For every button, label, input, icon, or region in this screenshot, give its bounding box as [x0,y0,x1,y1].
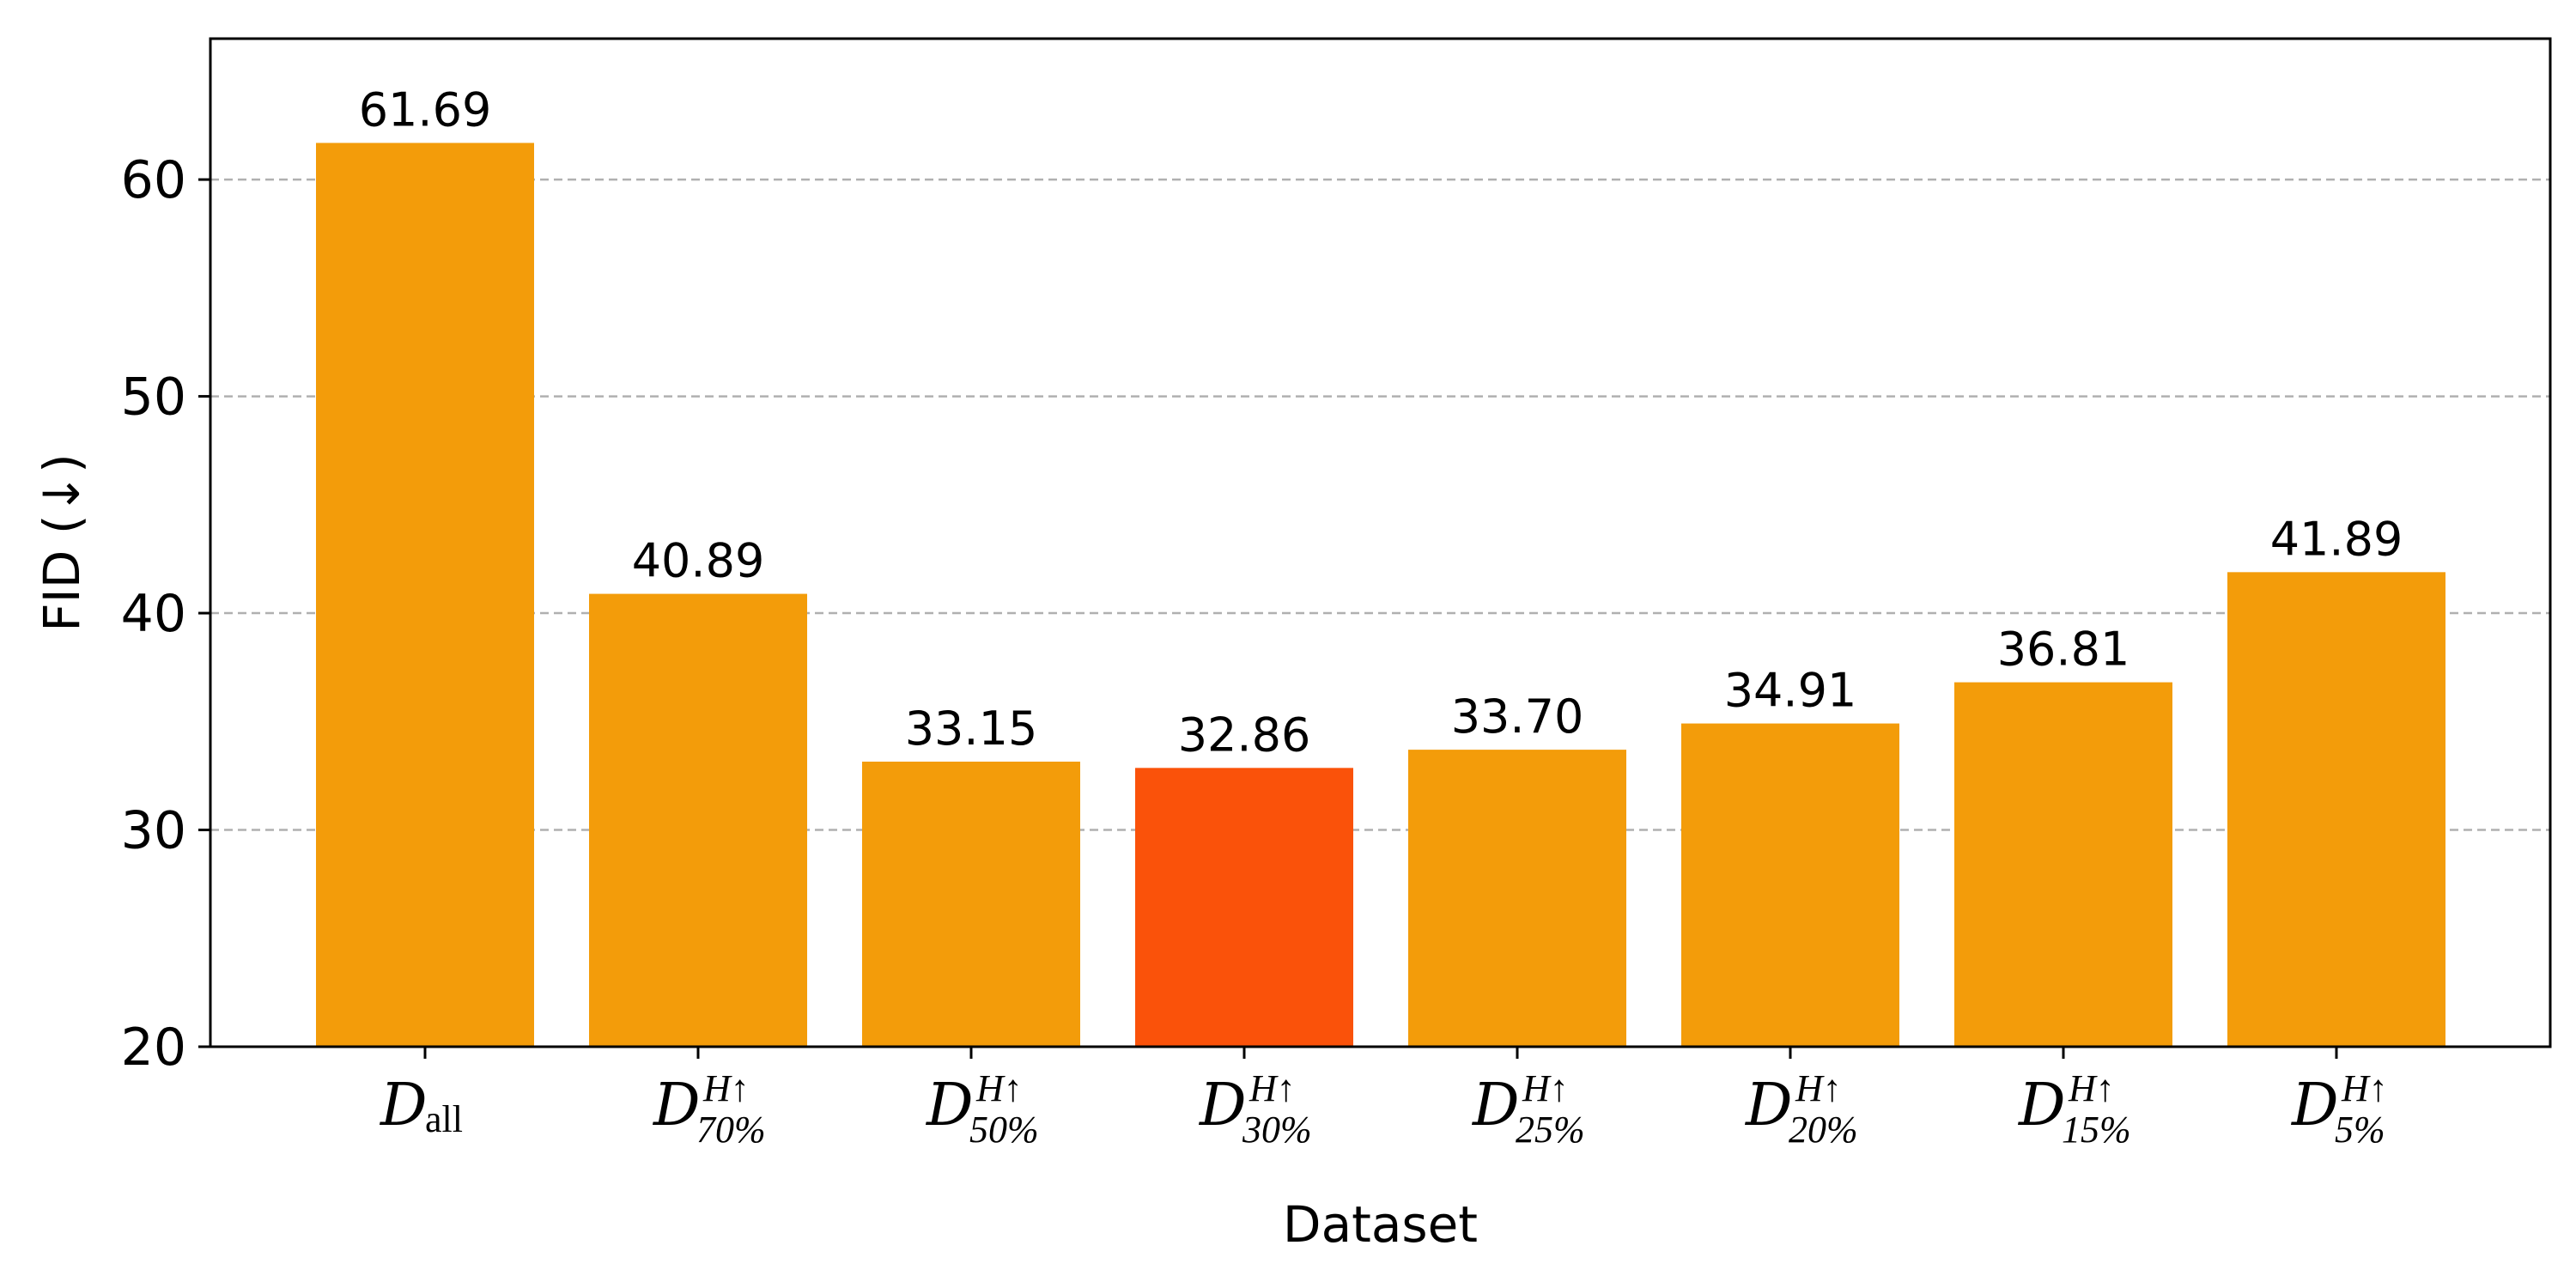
x-tick-label: D H↑20% [1744,1067,1858,1151]
x-tick-label-sub: 50% [969,1109,1039,1151]
x-tick-label-sup: H↑ [1522,1067,1569,1109]
bar-highlighted [1135,768,1353,1047]
x-tick-label-main: D [1198,1072,1247,1139]
x-tick-label-sub: 5% [2335,1109,2385,1151]
bar-value-labels: 61.69 40.89 33.15 32.86 33.70 34.91 36.81 41.89 [359,82,2403,762]
x-tick-label-main: D [2290,1072,2339,1139]
x-tick-label-main: D [379,1072,428,1139]
bar-value-label: 61.69 [359,82,492,137]
x-tick-label-sup: H↑ [2341,1067,2388,1109]
x-axis-title: Dataset [1283,1195,1478,1254]
gridlines [210,178,2550,831]
bar [316,143,534,1047]
x-tick-label: D H↑30% [1198,1067,1312,1151]
x-tick-label: D H↑50% [925,1067,1039,1151]
x-tick-label-sub: 20% [1789,1109,1858,1151]
x-tick-label: D H↑70% [652,1067,766,1151]
x-tick-label-sup: H↑ [1249,1067,1296,1109]
bar [1681,723,1899,1047]
bar-value-label: 41.89 [2270,512,2403,566]
bar [589,593,807,1047]
y-axis-ticks: 20 30 40 50 60 [121,150,210,1078]
x-tick-label: D H↑15% [2017,1067,2131,1151]
x-tick-label: D H↑5% [2290,1067,2388,1151]
y-tick-label: 40 [121,584,186,644]
bar-value-label: 40.89 [632,534,765,588]
x-tick-label-main: D [925,1072,974,1139]
bar-value-label: 33.70 [1451,690,1584,744]
bar-value-label: 32.86 [1178,708,1311,762]
bars [316,143,2445,1047]
x-tick-label-sub: 25% [1516,1109,1585,1151]
plot-frame [209,37,2552,1048]
bar-value-label: 36.81 [1997,623,2130,677]
x-tick-label-sub: 30% [1242,1109,1312,1151]
x-tick-label-sup: H↑ [975,1067,1023,1109]
x-tick-label-sup: H↑ [2068,1067,2115,1109]
bar [2227,572,2445,1047]
y-tick-label: 20 [121,1018,186,1078]
y-axis-title: FID (↓) [33,453,91,631]
x-tick-label-main: D [1744,1072,1793,1139]
x-tick-label: D H↑25% [1471,1067,1585,1151]
x-tick-label-main: D [2017,1072,2066,1139]
y-tick-label: 60 [121,150,186,210]
x-tick-label-sup: H↑ [1795,1067,1842,1109]
x-tick-label-sub: all [425,1098,463,1140]
x-tick-label-main: D [1471,1072,1520,1139]
bar-value-label: 34.91 [1724,664,1857,718]
x-tick-label-main: D [652,1072,701,1139]
x-tick-label-sub: 15% [2062,1109,2131,1151]
x-tick-label-sub: 70% [696,1109,766,1151]
y-tick-label: 50 [121,368,186,428]
y-tick-label: 30 [121,801,186,861]
bar-value-label: 33.15 [905,702,1038,756]
bar [862,761,1080,1047]
x-tick-label-sup: H↑ [702,1067,750,1109]
bar [1954,682,2172,1047]
bar [1408,750,1626,1047]
